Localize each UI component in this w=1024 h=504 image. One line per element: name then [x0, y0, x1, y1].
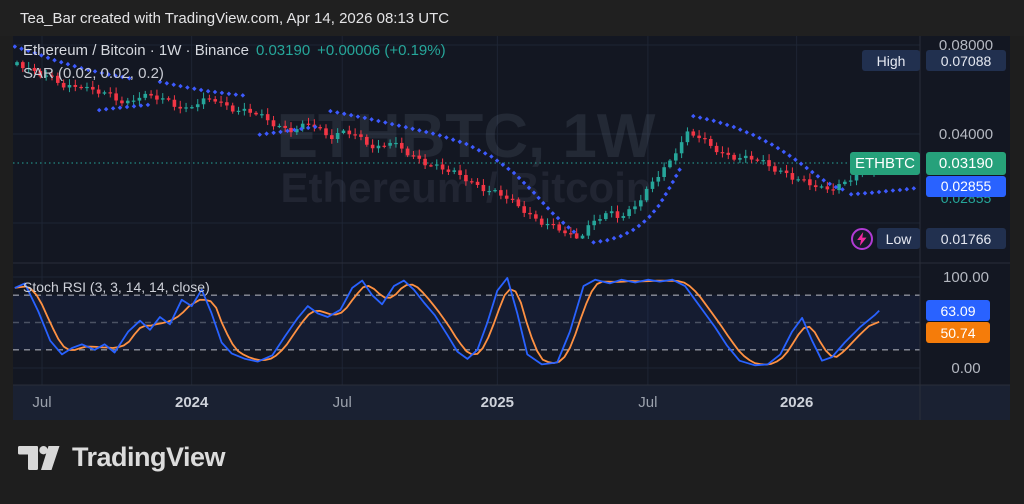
legend-change: +0.00006 (+0.19%)	[317, 42, 446, 59]
brand-name: TradingView	[72, 442, 226, 472]
high-badge-value: 0.07088	[926, 50, 1006, 72]
attribution-text: Tea_Bar created with TradingView.com, Ap…	[20, 9, 450, 27]
symbol-legend[interactable]: Ethereum / Bitcoin · 1W · Binance 0.03190…	[23, 42, 446, 59]
price-tick-008[interactable]: 0.08000	[938, 37, 994, 54]
sar-legend-text: SAR (0.02, 0.02, 0.2)	[23, 65, 164, 82]
high-badge-label: High	[862, 50, 920, 72]
svg-text:ETHBTC, 1W: ETHBTC, 1W	[277, 102, 656, 171]
time-axis-labels: Jul 2024 Jul 2025 Jul 2026	[32, 394, 813, 411]
svg-text:Jul: Jul	[638, 394, 657, 411]
sar-legend[interactable]: SAR (0.02, 0.02, 0.2)	[23, 65, 164, 82]
svg-text:2024: 2024	[175, 394, 209, 411]
sar-value-badge: 0.02855	[926, 175, 1006, 197]
stoch-k-badge: 63.09	[926, 300, 990, 322]
low-badge-label: Low	[877, 228, 920, 250]
stoch-k-line	[14, 276, 880, 367]
stoch-d-badge: 50.74	[926, 322, 990, 344]
low-badge-value: 0.01766	[926, 228, 1006, 250]
stoch-tick-100[interactable]: 100.00	[943, 269, 989, 286]
attribution-bar: Tea_Bar created with TradingView.com, Ap…	[0, 0, 1024, 36]
symbol-price-badge-value: 0.03190	[926, 151, 1006, 175]
symbol-title: Ethereum / Bitcoin · 1W · Binance	[23, 42, 249, 59]
stoch-d-line	[14, 279, 880, 366]
svg-text:2026: 2026	[780, 394, 813, 411]
tradingview-icon	[18, 445, 60, 470]
lightning-icon	[851, 227, 873, 250]
chart-panel[interactable]: ETHBTC, 1W Ethereum / Bitcoin Jul 2024 Jul 20…	[13, 36, 1010, 420]
stoch-rsi-legend[interactable]: Stoch RSI (3, 3, 14, 14, close)	[23, 279, 210, 295]
stoch-tick-0[interactable]: 0.00	[951, 360, 981, 377]
candles	[15, 60, 882, 239]
legend-last-price: 0.03190	[255, 42, 311, 59]
time-axis-band	[13, 385, 1010, 420]
stoch-rsi-legend-text: Stoch RSI (3, 3, 14, 14, close)	[23, 279, 210, 295]
price-tick-004[interactable]: 0.04000	[938, 126, 994, 143]
gridlines	[13, 36, 920, 385]
symbol-price-badge-label: ETHBTC	[850, 151, 920, 175]
svg-text:2025: 2025	[481, 394, 514, 411]
svg-text:Jul: Jul	[333, 394, 352, 411]
tradingview-logo[interactable]: TradingView	[18, 442, 226, 473]
svg-text:Jul: Jul	[32, 394, 51, 411]
